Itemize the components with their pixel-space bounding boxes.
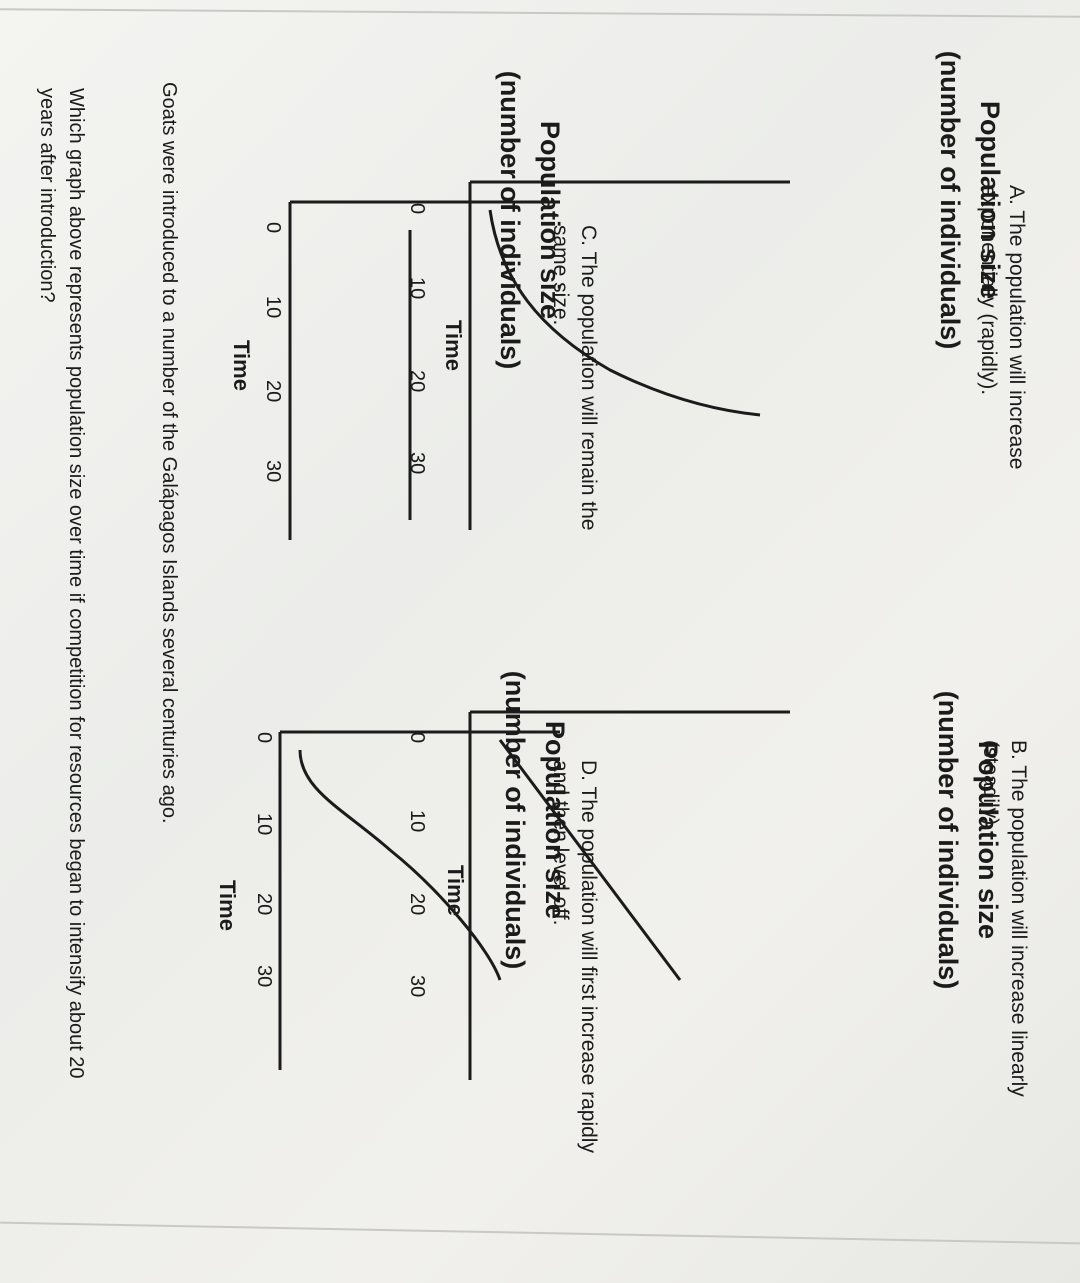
graph-d-tick-10: 10	[253, 813, 275, 836]
option-c[interactable]: C. The population will remain the same s…	[549, 225, 600, 531]
option-a[interactable]: A. The population will increase exponent…	[977, 185, 1028, 470]
graph-d-tick-30: 30	[253, 965, 275, 988]
option-d[interactable]: D. The population will first increase ra…	[549, 760, 600, 1153]
graph-c-axes	[288, 200, 560, 540]
graph-c-xlabel: Time	[229, 340, 254, 391]
graph-a-curve	[488, 209, 761, 417]
graph-c-tick-0: 0	[262, 222, 284, 234]
intro-text: Goats were introduced to a number of the…	[158, 82, 180, 824]
graph-d-tick-0: 0	[253, 732, 275, 744]
graph-d-xlabel: Time	[215, 880, 240, 931]
graph-c-tick-20: 20	[262, 380, 284, 403]
option-b[interactable]: B. The population will increase linearly…	[979, 740, 1030, 1097]
graph-d-curve	[298, 749, 502, 981]
graph-a-axes	[468, 180, 790, 530]
graph-b-axes	[468, 710, 790, 1080]
graph-d-axes	[278, 730, 560, 1070]
graph-c-tick-30: 30	[262, 460, 284, 483]
question-text: Which graph above represents population …	[36, 88, 87, 1079]
graph-b-curve	[498, 739, 682, 981]
graph-d-tick-20: 20	[253, 893, 275, 916]
graph-c-tick-10: 10	[262, 296, 284, 319]
